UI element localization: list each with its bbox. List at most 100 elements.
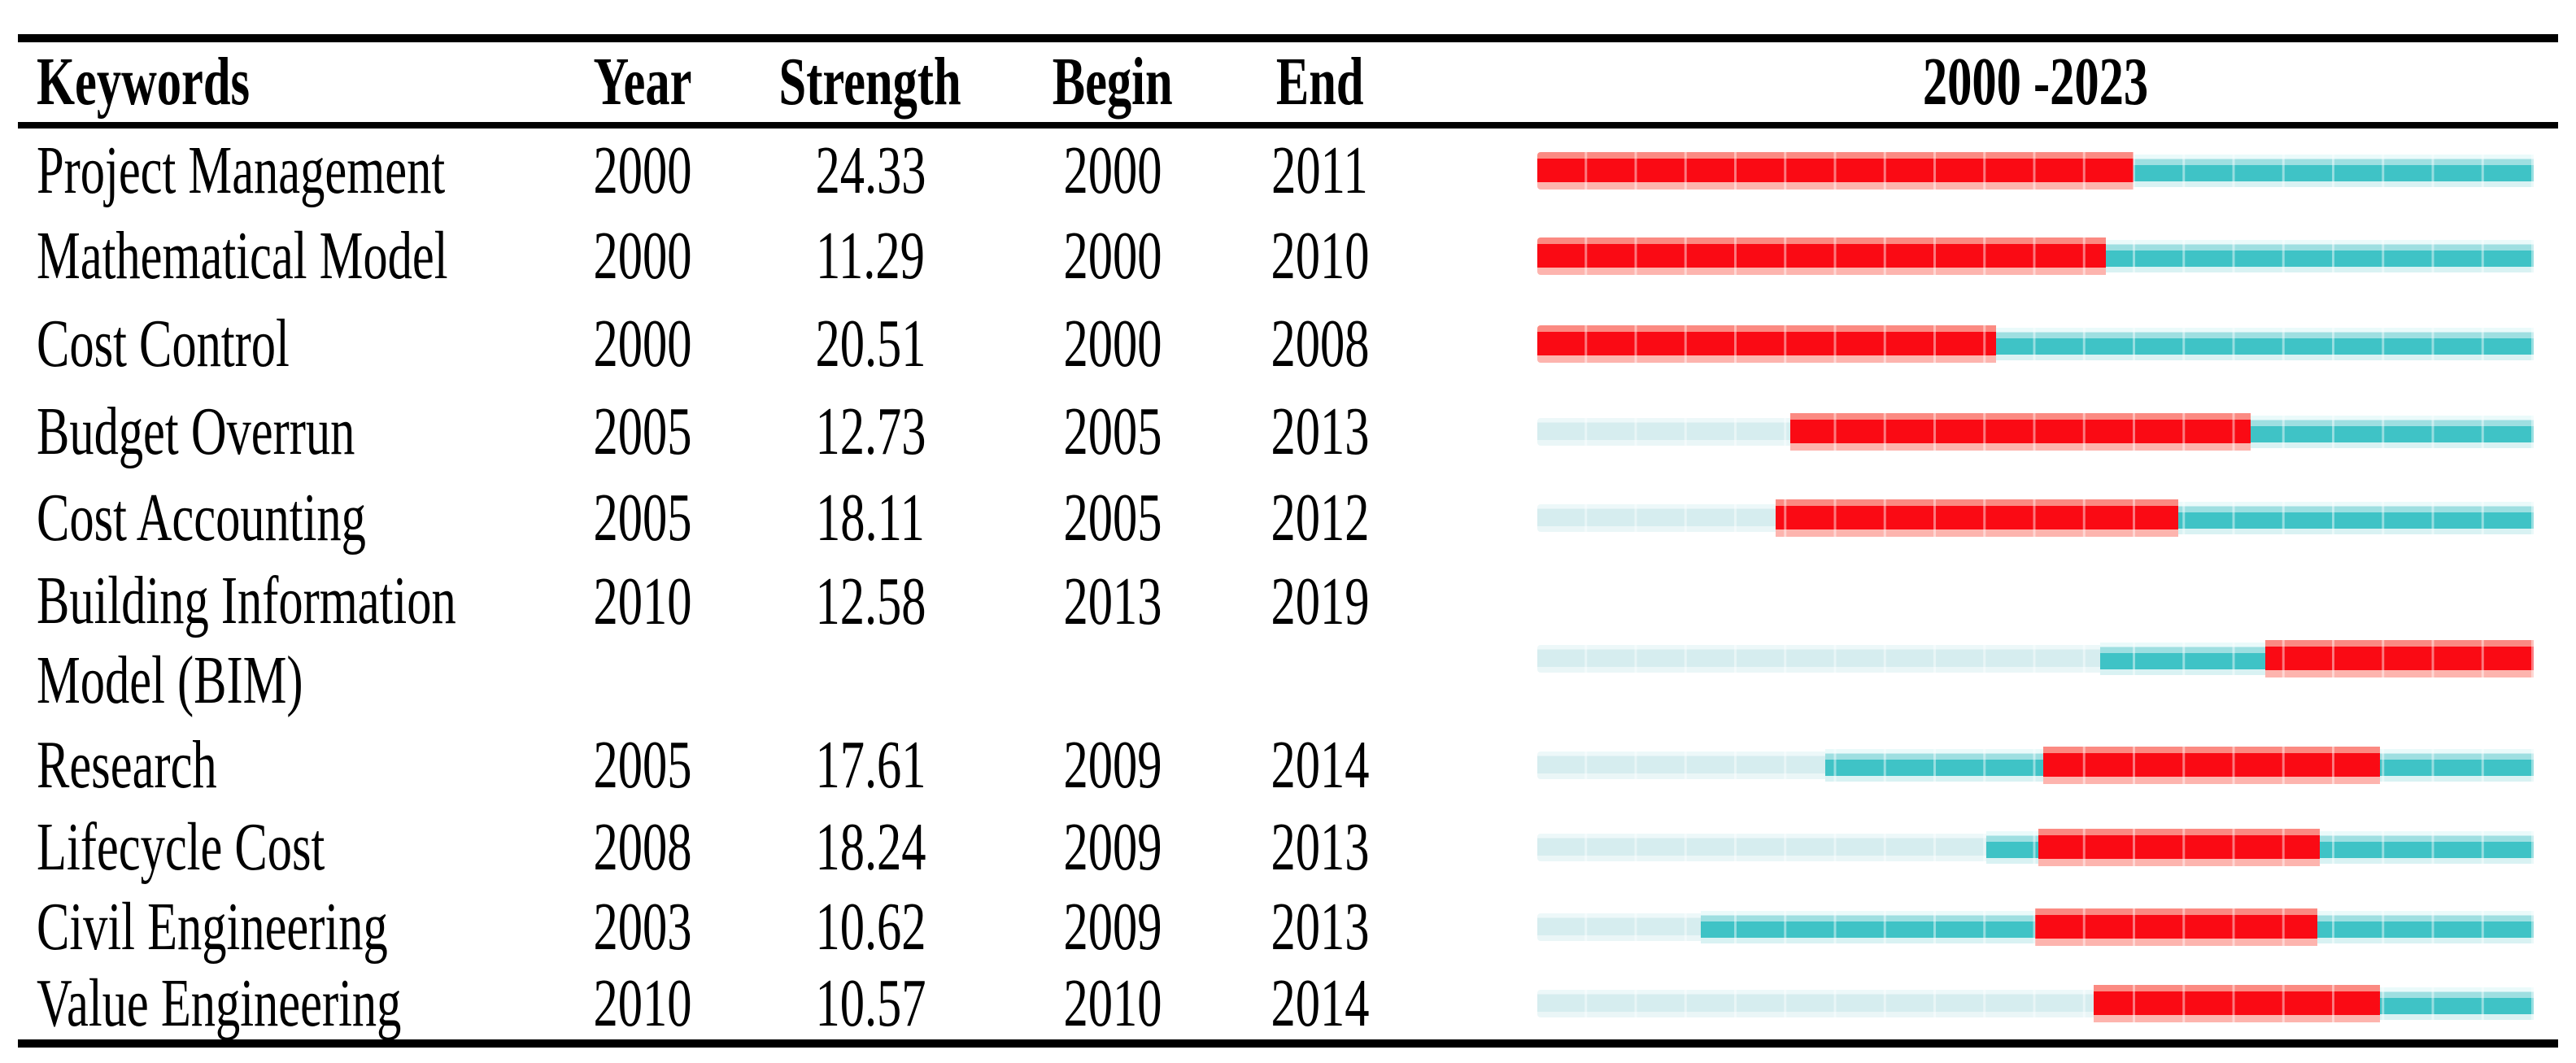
bottom-rule <box>18 1039 2558 1048</box>
keyword-cell: Cost Control <box>37 305 290 381</box>
table-row: Budget Overrun 2005 12.73 2005 2013 <box>0 389 2576 475</box>
table-row: Research 2005 17.61 2009 2014 <box>0 724 2576 807</box>
timeline-segment-burst <box>1775 499 2178 537</box>
table-row: Project Management 2000 24.33 2000 2011 <box>0 129 2576 213</box>
timeline-cell <box>1440 966 2576 1041</box>
timeline-cell <box>1440 129 2576 213</box>
top-margin <box>0 0 2576 34</box>
year-cell: 2008 <box>593 808 692 885</box>
col-header-end: End <box>1275 43 1364 120</box>
begin-cell: 2000 <box>1063 217 1162 294</box>
timeline-segment-burst <box>2038 829 2320 866</box>
strength-cell: 10.62 <box>814 888 926 965</box>
end-cell: 2012 <box>1271 479 1369 555</box>
timeline-cell <box>1440 724 2576 807</box>
begin-cell: 2000 <box>1063 132 1162 208</box>
begin-cell: 2009 <box>1063 888 1162 965</box>
year-cell: 2000 <box>593 132 692 208</box>
top-rule <box>18 34 2558 42</box>
timeline-segment-pre <box>1537 504 1776 532</box>
burst-timeline-bar <box>1537 322 2534 366</box>
keyword-cell: Building Information Model (BIM) <box>37 562 456 718</box>
keyword-cell: Value Engineering <box>37 965 402 1041</box>
timeline-segment-active <box>2133 155 2534 187</box>
burst-timeline-bar <box>1537 149 2534 193</box>
col-header-year: Year <box>593 43 692 120</box>
timeline-segment-pre <box>1537 418 1791 446</box>
timeline-cell <box>1440 213 2576 299</box>
timeline-segment-active <box>1986 831 2039 864</box>
keyword-cell: Research <box>37 726 217 803</box>
timeline-segment-active <box>2106 240 2534 272</box>
col-header-begin: Begin <box>1052 43 1173 120</box>
table-row: Civil Engineering 2003 10.62 2009 2013 <box>0 888 2576 966</box>
begin-cell: 2005 <box>1063 393 1162 469</box>
burst-timeline-bar <box>1537 410 2534 454</box>
timeline-segment-burst <box>1537 325 1996 363</box>
burst-timeline-bar <box>1537 982 2534 1026</box>
header-divider-rule <box>18 122 2558 129</box>
year-cell: 2005 <box>593 726 692 803</box>
strength-cell: 12.73 <box>814 393 926 469</box>
timeline-cell <box>1440 561 2576 724</box>
year-cell: 2010 <box>593 563 692 639</box>
table-row: Building Information Model (BIM) 2010 12… <box>0 561 2576 724</box>
timeline-cell <box>1440 807 2576 888</box>
strength-cell: 18.11 <box>816 479 925 555</box>
timeline-segment-burst <box>1537 152 2134 190</box>
strength-cell: 11.29 <box>816 217 925 294</box>
begin-cell: 2000 <box>1063 305 1162 381</box>
keyword-cell: Lifecycle Cost <box>37 808 325 885</box>
col-header-strength: Strength <box>778 43 962 120</box>
timeline-cell <box>1440 475 2576 561</box>
table-row: Lifecycle Cost 2008 18.24 2009 2013 <box>0 807 2576 888</box>
keyword-cell: Budget Overrun <box>37 393 355 469</box>
keyword-cell: Civil Engineering <box>37 888 388 965</box>
end-cell: 2011 <box>1271 132 1368 208</box>
year-cell: 2000 <box>593 305 692 381</box>
timeline-segment-burst <box>2043 747 2381 784</box>
year-cell: 2005 <box>593 393 692 469</box>
timeline-segment-pre <box>1537 834 1987 861</box>
table-row: Cost Accounting 2005 18.11 2005 2012 <box>0 475 2576 561</box>
year-cell: 2003 <box>593 888 692 965</box>
strength-cell: 10.57 <box>814 965 926 1041</box>
timeline-segment-burst <box>2093 985 2381 1023</box>
timeline-segment-burst <box>2265 640 2534 677</box>
table-body: Project Management 2000 24.33 2000 2011 … <box>0 129 2576 1041</box>
timeline-segment-active <box>2380 987 2534 1021</box>
header-row: Keywords Year Strength Begin End 2000 -2… <box>0 42 2576 122</box>
timeline-cell <box>1440 888 2576 966</box>
keyword-cell: Project Management <box>37 132 446 208</box>
strength-cell: 18.24 <box>814 808 926 885</box>
burst-timeline-bar <box>1537 234 2534 278</box>
timeline-segment-active <box>2251 416 2534 448</box>
year-cell: 2010 <box>593 965 692 1041</box>
burst-timeline-bar <box>1537 496 2534 540</box>
keyword-cell: Mathematical Model <box>37 217 448 294</box>
timeline-segment-pre <box>1537 645 2101 673</box>
year-cell: 2000 <box>593 217 692 294</box>
timeline-segment-burst <box>1790 413 2251 451</box>
end-cell: 2013 <box>1271 808 1369 885</box>
burst-timeline-bar <box>1537 637 2534 681</box>
begin-cell: 2005 <box>1063 479 1162 555</box>
keyword-cell: Cost Accounting <box>37 479 366 555</box>
begin-cell: 2010 <box>1063 965 1162 1041</box>
table-row: Mathematical Model 2000 11.29 2000 2010 <box>0 213 2576 299</box>
strength-cell: 12.58 <box>814 563 926 639</box>
col-header-timeline-range: 2000 -2023 <box>1922 43 2149 120</box>
end-cell: 2014 <box>1271 726 1369 803</box>
timeline-segment-active <box>1825 749 2044 782</box>
begin-cell: 2009 <box>1063 808 1162 885</box>
timeline-segment-active <box>2100 643 2266 675</box>
table-row: Cost Control 2000 20.51 2000 2008 <box>0 299 2576 389</box>
end-cell: 2008 <box>1271 305 1369 381</box>
strength-cell: 24.33 <box>814 132 926 208</box>
end-cell: 2013 <box>1271 393 1369 469</box>
timeline-segment-active <box>1700 911 2036 943</box>
timeline-segment-active <box>1995 328 2534 360</box>
timeline-segment-active <box>2319 831 2534 864</box>
timeline-segment-burst <box>2035 908 2318 946</box>
